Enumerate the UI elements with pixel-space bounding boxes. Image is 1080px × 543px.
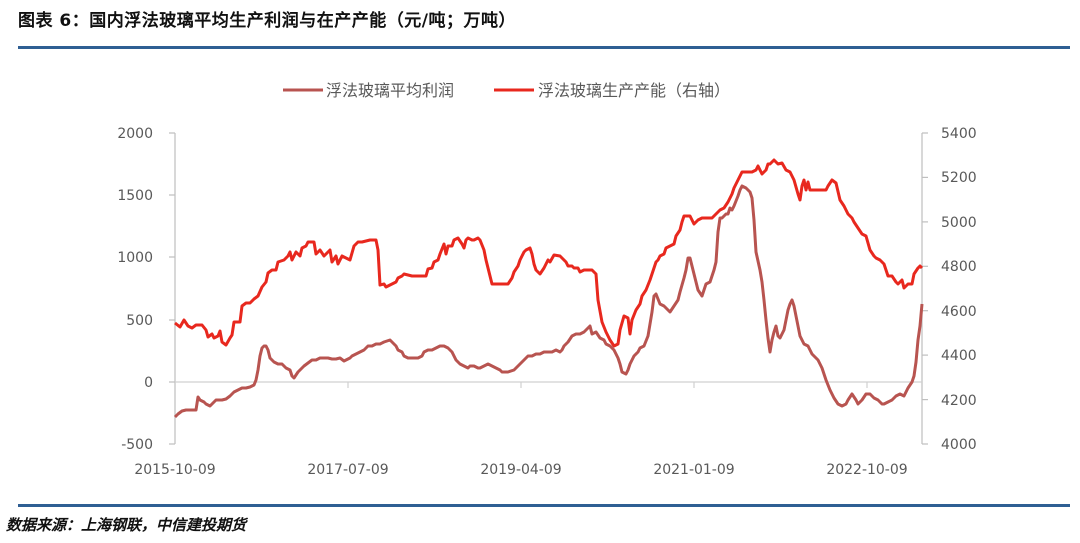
left-tick-label: -500 (121, 437, 153, 453)
left-tick-label: 500 (126, 313, 153, 329)
left-y-axis: 2000 1500 1000 500 0 -500 (117, 126, 176, 453)
x-tick-label: 2019-04-09 (480, 462, 561, 478)
left-tick-label: 1500 (117, 188, 153, 204)
footer-divider (18, 504, 1070, 507)
legend-label-profit: 浮法玻璃平均利润 (326, 81, 454, 100)
right-y-axis: 5400 5200 5000 4800 4600 4400 4200 4000 (921, 126, 977, 453)
x-tick-label: 2022-10-09 (826, 462, 907, 478)
legend-label-capacity: 浮法玻璃生产产能（右轴） (538, 81, 730, 100)
x-tick-label: 2015-10-09 (134, 462, 215, 478)
x-axis: 2015-10-09 2017-07-09 2019-04-09 2021-01… (134, 381, 922, 478)
right-tick-label: 4800 (941, 259, 977, 275)
x-tick-label: 2021-01-09 (653, 462, 734, 478)
data-source-note: 数据来源：上海钢联，中信建投期货 (6, 516, 247, 534)
dual-axis-line-chart: 浮法玻璃平均利润 浮法玻璃生产产能（右轴） 2000 1500 1000 500… (117, 81, 977, 478)
header-divider (18, 46, 1070, 49)
profit-series-line (173, 184, 924, 419)
left-tick-label: 2000 (117, 126, 153, 142)
right-tick-label: 4000 (941, 437, 977, 453)
right-tick-label: 5400 (941, 126, 977, 142)
x-tick-label: 2017-07-09 (307, 462, 388, 478)
right-tick-label: 4400 (941, 348, 977, 364)
right-tick-label: 5200 (941, 170, 977, 186)
left-tick-label: 0 (144, 375, 153, 391)
left-tick-label: 1000 (117, 250, 153, 266)
right-tick-label: 4600 (941, 304, 977, 320)
capacity-series-line (174, 158, 924, 348)
legend: 浮法玻璃平均利润 浮法玻璃生产产能（右轴） (283, 81, 730, 100)
right-tick-label: 5000 (941, 215, 977, 231)
right-tick-label: 4200 (941, 393, 977, 409)
chart-title: 图表 6：国内浮法玻璃平均生产利润与在产产能（元/吨；万吨） (18, 11, 516, 31)
